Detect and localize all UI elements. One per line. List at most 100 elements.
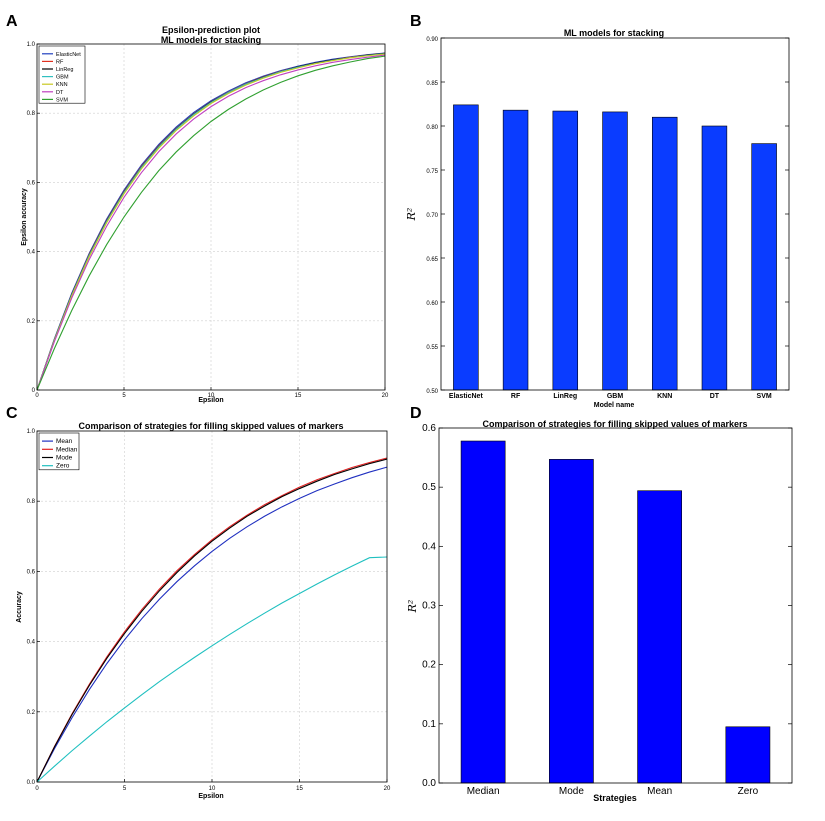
chart-b-ytick-label: 0.70 — [426, 213, 438, 219]
chart-c-ytick-label: 0.6 — [27, 569, 36, 575]
chart-c-ytick-label: 0.2 — [27, 710, 36, 716]
chart-d-bar-median — [460, 440, 506, 784]
chart-b: ML models for stacking 0.500.550.600.650… — [405, 28, 790, 409]
chart-b-ytick-label: 0.85 — [426, 81, 438, 87]
chart-d-xtick-label-median: Median — [467, 786, 500, 797]
chart-d-ytick-label: 0.1 — [422, 719, 436, 730]
chart-b-xtick-label-svm: SVM — [757, 393, 772, 400]
chart-c: Comparison of strategies for filling ski… — [16, 421, 391, 800]
chart-b-ytick-label: 0.80 — [426, 125, 438, 131]
chart-b-xtick-label-rf: RF — [511, 393, 521, 400]
chart-b-ytick-label: 0.60 — [426, 301, 438, 307]
chart-a-ytick-label: 0 — [32, 388, 36, 394]
chart-b-ytick-label: 0.55 — [426, 345, 438, 351]
chart-b-xlabel: Model name — [594, 402, 635, 409]
chart-b-bar-rf — [502, 109, 529, 391]
chart-d-xtick-label-zero: Zero — [738, 786, 759, 797]
chart-a-series-knn — [36, 53, 386, 391]
chart-a-ytick-label: 0.6 — [27, 180, 36, 186]
chart-a-ytick-label: 0.2 — [27, 319, 36, 325]
chart-a-title: Epsilon-prediction plot — [162, 25, 260, 35]
chart-b-bar-elasticnet — [453, 104, 479, 391]
chart-a-legend-entry-rf: RF — [56, 59, 64, 65]
chart-a-legend-entry-dt: DT — [56, 90, 64, 96]
chart-b-bar-svm — [751, 143, 777, 391]
chart-b-ytick-label: 0.65 — [426, 257, 438, 263]
chart-d-ytick-label: 0.2 — [422, 660, 436, 671]
chart-a-xlabel: Epsilon — [198, 397, 223, 404]
chart-d-ytick-label: 0.5 — [422, 482, 436, 493]
chart-c-ytick-label: 0.8 — [27, 499, 36, 505]
chart-a-lines — [36, 52, 386, 391]
chart-a-legend-entry-linreg: LinReg — [56, 67, 73, 73]
chart-b-bar-knn — [651, 116, 678, 391]
chart-d-bar-mode — [549, 459, 594, 784]
chart-a-xtick-label: 15 — [295, 393, 302, 399]
chart-a-ytick-label: 1.0 — [27, 42, 36, 48]
chart-d-ytick-label: 0.6 — [422, 423, 436, 434]
chart-a-xtick-label: 10 — [208, 393, 215, 399]
chart-a-xtick-label: 20 — [382, 393, 389, 399]
chart-c-series-mode — [36, 458, 388, 783]
chart-d-bar-mean — [637, 490, 682, 784]
chart-b-xtick-label-elasticnet: ElasticNet — [449, 393, 484, 400]
chart-b-ticks: 0.50 0.55 0.60 0.65 0.70 0.75 0.80 0.85 0.90 Elas… — [426, 37, 789, 400]
chart-a-ytick-label: 0.8 — [27, 111, 36, 117]
chart-d-xlabel: Strategies — [593, 793, 637, 803]
chart-b-bar-gbm — [602, 111, 628, 391]
chart-d-xtick-label-mode: Mode — [559, 786, 584, 797]
chart-c-legend-entry-zero: Zero — [56, 463, 70, 470]
chart-a-legend-box — [38, 45, 86, 104]
chart-d-ticks: 0.0 0.1 0.2 0.3 0.4 0.5 0.6 Median Mode Mean Zero — [422, 423, 792, 797]
chart-b-ytick-label: 0.50 — [426, 389, 438, 395]
chart-a-legend-entry-elasticnet: ElasticNet — [56, 52, 81, 58]
chart-b-xtick-label-gbm: GBM — [607, 393, 624, 400]
chart-c-lines — [36, 457, 388, 783]
chart-b-ytick-label: 0.75 — [426, 169, 438, 175]
chart-b-xtick-label-dt: DT — [710, 393, 720, 400]
chart-c-ytick-label: 0.0 — [27, 780, 36, 786]
chart-c-xtick-label: 20 — [384, 786, 391, 792]
chart-d-bars — [460, 440, 771, 784]
chart-a-ylabel: Epsilon accuracy — [21, 188, 28, 246]
chart-a-xtick-label: 5 — [122, 393, 126, 399]
chart-b-bar-dt — [701, 125, 728, 391]
chart-c-legend-entry-mean: Mean — [56, 438, 73, 445]
chart-d-bar-zero — [725, 726, 771, 784]
chart-c-gridlines — [37, 431, 387, 782]
chart-c-ytick-label: 0.4 — [27, 640, 36, 646]
chart-a-ticks: 0 5 10 15 20 0 0.2 0.4 0.6 0.8 1.0 — [27, 42, 389, 399]
chart-a-ytick-label: 0.4 — [27, 250, 36, 256]
chart-c-ylabel: Accuracy — [16, 591, 23, 623]
chart-a-legend-entry-svm: SVM — [56, 97, 68, 103]
chart-b-xtick-label-knn: KNN — [657, 393, 672, 400]
chart-c-series-mean — [36, 466, 388, 783]
chart-b-ylabel: R² — [405, 208, 418, 222]
chart-a-subtitle: ML models for stacking — [161, 35, 261, 45]
chart-d-title: Comparison of strategies for filling ski… — [482, 419, 747, 429]
chart-a-series-dt — [36, 54, 386, 391]
chart-c-ytick-label: 1.0 — [27, 429, 36, 435]
chart-c-legend-box — [38, 432, 80, 471]
panel-label-b: B — [410, 13, 422, 30]
chart-b-ytick-label: 0.90 — [426, 37, 438, 43]
chart-c-xtick-label: 5 — [123, 786, 127, 792]
panel-label-c: C — [6, 405, 18, 422]
chart-b-bar-linreg — [552, 110, 579, 391]
chart-c-xtick-label: 15 — [296, 786, 303, 792]
chart-b-title: ML models for stacking — [564, 28, 664, 38]
chart-d-ytick-label: 0.0 — [422, 778, 436, 789]
panel-label-a: A — [6, 13, 18, 30]
chart-c-ticks: 0 5 10 15 20 0.0 0.2 0.4 0.6 0.8 1.0 — [27, 429, 391, 792]
chart-d: Comparison of strategies for filling ski… — [406, 419, 793, 803]
chart-d-ytick-label: 0.3 — [422, 601, 436, 612]
chart-d-xtick-label-mean: Mean — [647, 786, 672, 797]
chart-b-xtick-label-linreg: LinReg — [553, 393, 577, 400]
chart-c-xtick-label: 10 — [209, 786, 216, 792]
chart-a-gridlines — [37, 44, 385, 390]
chart-c-series-zero — [36, 556, 388, 783]
chart-b-bars — [453, 104, 777, 391]
